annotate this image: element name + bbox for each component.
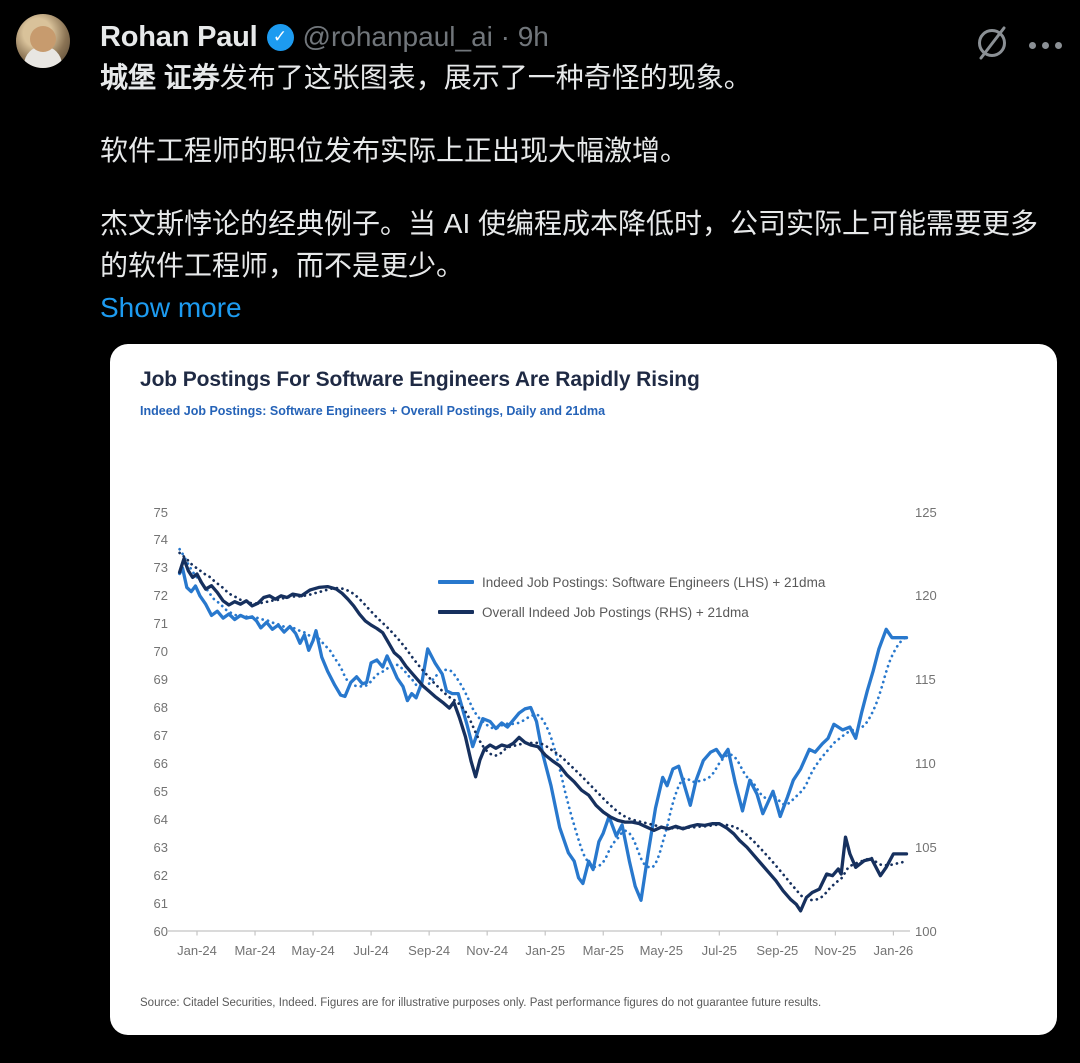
tweet-text: 城堡 证券发布了这张图表，展示了一种奇怪的现象。 软件工程师的职位发布实际上正出… — [100, 57, 1052, 329]
y-axis-label: 125 — [915, 504, 937, 520]
chart-card[interactable]: Job Postings For Software Engineers Are … — [110, 344, 1057, 1035]
author-name[interactable]: Rohan Paul — [100, 20, 258, 53]
tweet-bold-lead: 城堡 证券 — [100, 62, 220, 93]
header-actions — [973, 22, 1062, 64]
y-axis-label: 72 — [153, 588, 168, 604]
verified-badge-icon: ✓ — [266, 23, 294, 51]
legend-swatch-navy — [438, 610, 474, 614]
avatar[interactable] — [16, 14, 70, 68]
y-axis-label: 60 — [153, 923, 168, 939]
x-axis-label: Jul-24 — [353, 943, 389, 958]
x-axis-label: Sep-25 — [756, 943, 799, 958]
legend-item: Overall Indeed Job Postings (RHS) + 21dm… — [438, 601, 825, 623]
y-axis-label: 66 — [153, 755, 168, 771]
tweet-paragraph: 城堡 证券发布了这张图表，展示了一种奇怪的现象。 — [100, 62, 752, 93]
tweet-header: Rohan Paul ✓ @rohanpaul_ai · 9h — [100, 18, 549, 56]
grok-icon[interactable] — [973, 24, 1011, 62]
y-axis-label: 110 — [915, 755, 936, 771]
y-axis-label: 61 — [153, 895, 168, 911]
y-axis-label: 69 — [153, 672, 168, 688]
y-axis-label: 115 — [915, 672, 936, 688]
x-axis-label: Jul-25 — [701, 943, 738, 958]
chart-source: Source: Citadel Securities, Indeed. Figu… — [140, 997, 822, 1009]
legend-label: Overall Indeed Job Postings (RHS) + 21dm… — [482, 604, 749, 620]
y-axis-label: 120 — [915, 588, 937, 604]
x-axis-label: Nov-24 — [466, 943, 509, 958]
y-axis-label: 105 — [915, 839, 937, 855]
y-axis-label: 100 — [915, 923, 937, 939]
y-axis-label: 73 — [153, 560, 168, 576]
legend-item: Indeed Job Postings: Software Engineers … — [438, 571, 825, 593]
x-axis-label: Sep-24 — [408, 943, 451, 958]
x-axis-label: Jan-25 — [525, 943, 566, 958]
y-axis-label: 63 — [153, 839, 168, 855]
x-axis-label: Jan-26 — [873, 943, 914, 958]
y-axis-label: 62 — [153, 867, 168, 883]
y-axis-label: 75 — [153, 504, 168, 520]
x-axis-label: Mar-25 — [582, 943, 624, 958]
x-axis-label: Nov-25 — [814, 943, 857, 958]
legend-swatch-light-blue — [438, 580, 474, 584]
x-axis-label: Jan-24 — [177, 943, 217, 958]
y-axis-label: 71 — [153, 616, 168, 632]
handle-and-time[interactable]: @rohanpaul_ai · 9h — [302, 21, 549, 52]
y-axis-label: 74 — [153, 532, 168, 548]
chart-subtitle: Indeed Job Postings: Software Engineers … — [140, 404, 606, 418]
chart-legend: Indeed Job Postings: Software Engineers … — [438, 571, 825, 623]
tweet-paragraph: 软件工程师的职位发布实际上正出现大幅激增。 — [100, 135, 689, 166]
y-axis-label: 64 — [153, 811, 168, 827]
x-axis-label: May-24 — [291, 943, 335, 958]
x-axis-label: Mar-24 — [234, 943, 276, 958]
tweet-paragraph: 杰文斯悖论的经典例子。当 AI 使编程成本降低时，公司实际上可能需要更多的软件工… — [100, 208, 1039, 281]
y-axis-label: 70 — [153, 644, 168, 660]
chart-plot-svg — [168, 547, 910, 936]
chart-title: Job Postings For Software Engineers Are … — [140, 368, 700, 391]
y-axis-label: 65 — [153, 783, 168, 799]
x-axis-label: May-25 — [639, 943, 683, 958]
show-more-link[interactable]: Show more — [100, 292, 242, 323]
legend-label: Indeed Job Postings: Software Engineers … — [482, 574, 826, 590]
more-options-icon[interactable] — [1029, 22, 1062, 64]
y-axis-label: 67 — [153, 727, 168, 743]
y-axis-label: 68 — [153, 700, 168, 716]
